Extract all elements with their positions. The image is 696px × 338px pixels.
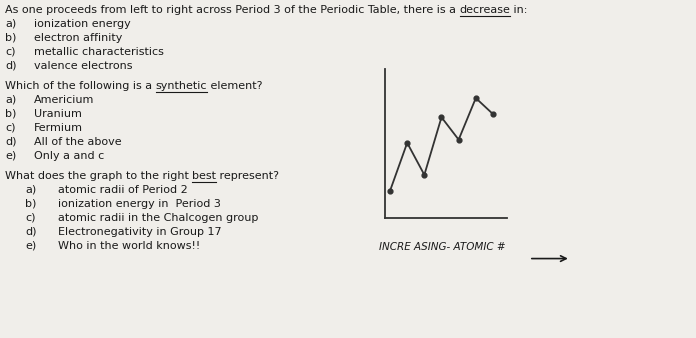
Text: valence electrons: valence electrons bbox=[34, 61, 132, 71]
Point bbox=[436, 115, 447, 120]
Text: Only a and c: Only a and c bbox=[34, 151, 104, 161]
Text: decrease: decrease bbox=[459, 5, 510, 15]
Text: atomic radii of Period 2: atomic radii of Period 2 bbox=[58, 185, 188, 195]
Text: a): a) bbox=[5, 19, 16, 29]
Text: atomic radii in the Chalcogen group: atomic radii in the Chalcogen group bbox=[58, 213, 258, 223]
Text: e): e) bbox=[5, 151, 16, 161]
Text: All of the above: All of the above bbox=[34, 137, 122, 147]
Text: c): c) bbox=[5, 123, 15, 133]
Point bbox=[453, 137, 464, 142]
Text: b): b) bbox=[5, 33, 17, 43]
Text: d): d) bbox=[25, 227, 36, 237]
Text: best: best bbox=[192, 171, 216, 181]
Point bbox=[487, 111, 498, 117]
Text: c): c) bbox=[25, 213, 35, 223]
Text: element?: element? bbox=[207, 81, 262, 91]
Text: a): a) bbox=[5, 95, 16, 105]
Point bbox=[470, 95, 482, 101]
Text: b): b) bbox=[25, 199, 36, 209]
Text: Electronegativity in Group 17: Electronegativity in Group 17 bbox=[58, 227, 221, 237]
Text: represent?: represent? bbox=[216, 171, 279, 181]
Text: INCRE ASING- ATOMIC #: INCRE ASING- ATOMIC # bbox=[379, 242, 506, 252]
Text: metallic characteristics: metallic characteristics bbox=[34, 47, 164, 57]
Text: ionization energy in  Period 3: ionization energy in Period 3 bbox=[58, 199, 221, 209]
Point bbox=[419, 172, 430, 177]
Text: d): d) bbox=[5, 137, 17, 147]
Text: d): d) bbox=[5, 61, 17, 71]
Text: Who in the world knows!!: Who in the world knows!! bbox=[58, 241, 200, 251]
Text: electron affinity: electron affinity bbox=[34, 33, 122, 43]
Text: a): a) bbox=[25, 185, 36, 195]
Text: ionization energy: ionization energy bbox=[34, 19, 131, 29]
Text: Which of the following is a: Which of the following is a bbox=[5, 81, 156, 91]
Text: synthetic: synthetic bbox=[156, 81, 207, 91]
Text: What does the graph to the right: What does the graph to the right bbox=[5, 171, 192, 181]
Text: e): e) bbox=[25, 241, 36, 251]
Text: c): c) bbox=[5, 47, 15, 57]
Text: Fermium: Fermium bbox=[34, 123, 83, 133]
Point bbox=[384, 188, 395, 194]
Text: Uranium: Uranium bbox=[34, 109, 82, 119]
Text: in:: in: bbox=[510, 5, 528, 15]
Text: b): b) bbox=[5, 109, 17, 119]
Text: As one proceeds from left to right across Period 3 of the Periodic Table, there : As one proceeds from left to right acros… bbox=[5, 5, 459, 15]
Point bbox=[402, 140, 413, 146]
Text: Americium: Americium bbox=[34, 95, 95, 105]
